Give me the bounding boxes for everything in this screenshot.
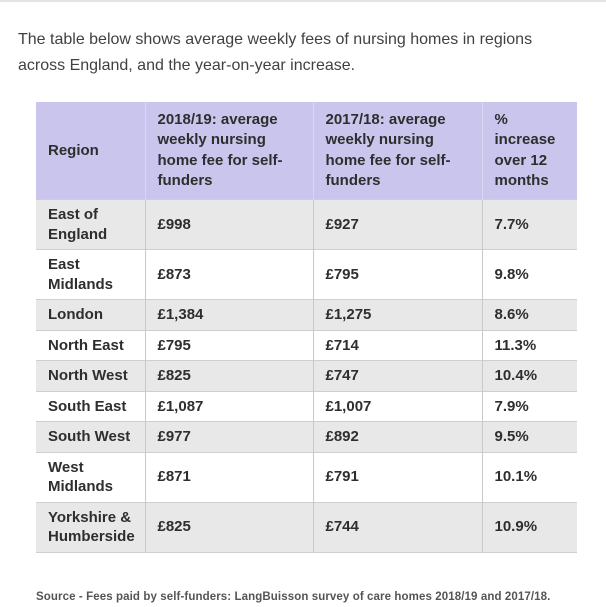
fees-table: Region 2018/19: average weekly nursing h… bbox=[36, 102, 577, 553]
fee-2017-cell: £747 bbox=[312, 360, 482, 392]
region-cell: South West bbox=[36, 421, 145, 453]
fee-2017-cell: £795 bbox=[312, 249, 482, 300]
region-cell: London bbox=[36, 299, 145, 331]
increase-cell: 7.7% bbox=[481, 199, 577, 250]
fee-2018-cell: £1,384 bbox=[144, 299, 313, 331]
fee-2018-cell: £825 bbox=[144, 501, 313, 553]
table-row: North East £795 £714 11.3% bbox=[36, 329, 577, 361]
fee-2017-cell: £1,275 bbox=[312, 299, 482, 331]
region-cell: East of England bbox=[36, 199, 145, 250]
table-row: Yorkshire & Humberside £825 £744 10.9% bbox=[36, 501, 577, 553]
column-header-2017-fee: 2017/18: average weekly nursing home fee… bbox=[312, 102, 482, 200]
fee-2017-cell: £1,007 bbox=[312, 390, 482, 422]
column-header-2018-fee: 2018/19: average weekly nursing home fee… bbox=[144, 102, 313, 200]
fee-2018-cell: £825 bbox=[144, 360, 313, 392]
table-row: London £1,384 £1,275 8.6% bbox=[36, 299, 577, 331]
increase-cell: 11.3% bbox=[481, 329, 577, 361]
region-cell: Yorkshire & Humberside bbox=[36, 501, 145, 553]
increase-cell: 10.1% bbox=[481, 451, 577, 503]
fee-2017-cell: £892 bbox=[312, 421, 482, 453]
table-row: East Midlands £873 £795 9.8% bbox=[36, 249, 577, 300]
fee-2018-cell: £998 bbox=[144, 199, 313, 250]
increase-cell: 8.6% bbox=[481, 299, 577, 331]
increase-cell: 7.9% bbox=[481, 390, 577, 422]
fee-2017-cell: £714 bbox=[312, 329, 482, 361]
region-cell: West Midlands bbox=[36, 451, 145, 503]
table-header-row: Region 2018/19: average weekly nursing h… bbox=[36, 102, 577, 200]
table-row: South West £977 £892 9.5% bbox=[36, 421, 577, 453]
fee-2018-cell: £977 bbox=[144, 421, 313, 453]
increase-cell: 10.4% bbox=[481, 360, 577, 392]
fees-table-container: Region 2018/19: average weekly nursing h… bbox=[36, 102, 577, 553]
table-row: East of England £998 £927 7.7% bbox=[36, 199, 577, 250]
increase-cell: 9.5% bbox=[481, 421, 577, 453]
column-header-region: Region bbox=[36, 102, 145, 200]
region-cell: East Midlands bbox=[36, 249, 145, 300]
fee-2018-cell: £1,087 bbox=[144, 390, 313, 422]
intro-text: The table below shows average weekly fee… bbox=[18, 31, 533, 74]
region-cell: North West bbox=[36, 360, 145, 392]
table-row: South East £1,087 £1,007 7.9% bbox=[36, 390, 577, 422]
increase-cell: 9.8% bbox=[481, 249, 577, 300]
table-row: West Midlands £871 £791 10.1% bbox=[36, 451, 577, 503]
fee-2017-cell: £791 bbox=[312, 451, 482, 503]
fee-2018-cell: £873 bbox=[144, 249, 313, 300]
fee-2018-cell: £871 bbox=[144, 451, 313, 503]
region-cell: South East bbox=[36, 390, 145, 422]
fee-2017-cell: £744 bbox=[312, 501, 482, 553]
region-cell: North East bbox=[36, 329, 145, 361]
fee-2018-cell: £795 bbox=[144, 329, 313, 361]
column-header-percent-increase: % increase over 12 months bbox=[481, 102, 577, 200]
increase-cell: 10.9% bbox=[481, 501, 577, 553]
fee-2017-cell: £927 bbox=[312, 199, 482, 250]
source-note: Source - Fees paid by self-funders: Lang… bbox=[36, 590, 551, 603]
table-row: North West £825 £747 10.4% bbox=[36, 360, 577, 392]
